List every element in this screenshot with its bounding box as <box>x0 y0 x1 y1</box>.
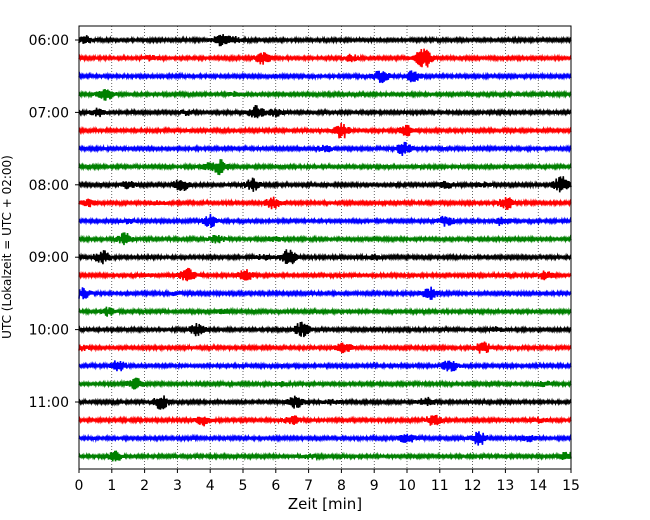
x-tick-label: 4 <box>206 478 215 494</box>
vertical-grid <box>111 26 539 469</box>
seismogram-trace <box>78 321 572 338</box>
x-tick-label: 6 <box>271 478 280 494</box>
x-tick-label: 7 <box>304 478 313 494</box>
x-tick-label: 2 <box>140 478 149 494</box>
seismogram-trace <box>78 360 572 372</box>
x-tick-label: 15 <box>562 478 580 494</box>
x-tick-label: 5 <box>239 478 248 494</box>
y-tick-label: 09:00 <box>29 250 69 266</box>
x-tick-label: 3 <box>173 478 182 494</box>
plot-background <box>79 26 571 469</box>
seismogram-trace <box>78 48 572 68</box>
y-tick-label: 07:00 <box>29 105 69 121</box>
x-axis-ticks: 0 1 2 3 4 5 6 7 8 9 10 11 12 13 14 15 <box>75 469 580 494</box>
x-axis-label: Zeit [min] <box>288 495 362 513</box>
seismogram-trace <box>78 122 572 139</box>
x-tick-label: 13 <box>496 478 514 494</box>
seismogram-trace <box>78 70 572 84</box>
seismogram-trace <box>78 249 572 265</box>
x-tick-label: 14 <box>529 478 547 494</box>
seismogram-traces <box>78 34 572 462</box>
y-tick-label: 11:00 <box>29 395 69 411</box>
y-tick-label: 06:00 <box>29 33 69 49</box>
x-tick-label: 8 <box>337 478 346 494</box>
x-tick-label: 1 <box>107 478 116 494</box>
seismogram-trace <box>78 414 572 427</box>
seismogram-trace <box>78 196 572 210</box>
x-tick-label: 10 <box>398 478 416 494</box>
y-axis-label: UTC (Lokalzeit = UTC + 02:00) <box>0 155 14 339</box>
y-tick-label: 08:00 <box>29 178 69 194</box>
seismogram-trace <box>78 176 572 193</box>
seismogram-trace <box>78 34 572 47</box>
x-tick-label: 9 <box>370 478 379 494</box>
seismogram-trace <box>78 341 572 354</box>
y-tick-label: 10:00 <box>29 323 69 339</box>
x-tick-label: 0 <box>75 478 84 494</box>
seismogram-trace <box>78 377 572 390</box>
seismogram-trace <box>78 105 572 119</box>
x-tick-label: 11 <box>431 478 449 494</box>
seismogram-trace <box>78 232 572 246</box>
seismogram-trace <box>78 89 572 101</box>
seismogram-trace <box>78 267 572 282</box>
plot-frame <box>78 25 572 470</box>
seismogram-trace <box>78 213 572 228</box>
seismogram-trace <box>78 159 572 176</box>
seismogram-trace <box>78 306 572 317</box>
y-axis-ticks: 06:00 07:00 08:00 09:00 10:00 11:00 <box>29 33 79 411</box>
seismogram-trace <box>78 395 572 410</box>
seismogram-trace <box>78 450 572 462</box>
seismogram-trace <box>78 431 572 446</box>
seismogram-trace <box>78 141 572 156</box>
seismogram-trace <box>78 286 572 300</box>
x-tick-label: 12 <box>464 478 482 494</box>
